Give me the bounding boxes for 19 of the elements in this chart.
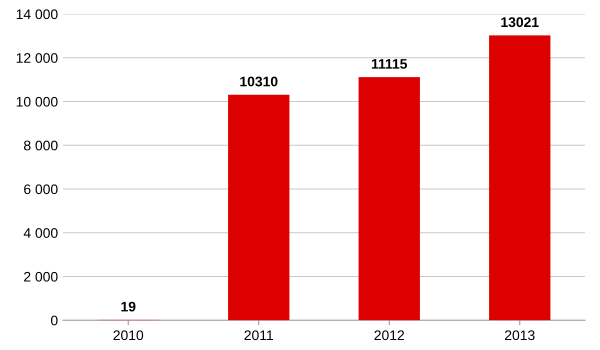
y-tick-label: 0	[50, 316, 58, 326]
y-tick-label: 2 000	[24, 272, 58, 282]
bar	[358, 77, 420, 320]
y-tick-label: 12 000	[16, 53, 58, 63]
x-tick-label: 2013	[505, 330, 535, 340]
bar	[228, 94, 290, 320]
data-label: 10310	[240, 76, 278, 86]
data-label: 13021	[501, 17, 539, 28]
bar	[489, 35, 550, 320]
y-tick-label: 4 000	[24, 228, 58, 238]
y-tick-label: 10 000	[16, 96, 58, 107]
x-tick-label: 2011	[244, 330, 274, 340]
x-tick-label: 2012	[374, 330, 404, 340]
y-tick-label: 8 000	[24, 140, 58, 150]
x-tick-label: 2010	[114, 330, 144, 340]
y-tick-label: 14 000	[16, 9, 58, 20]
y-tick-label: 6 000	[24, 184, 58, 194]
data-label: 11115	[372, 59, 408, 69]
data-label: 19	[121, 302, 136, 312]
